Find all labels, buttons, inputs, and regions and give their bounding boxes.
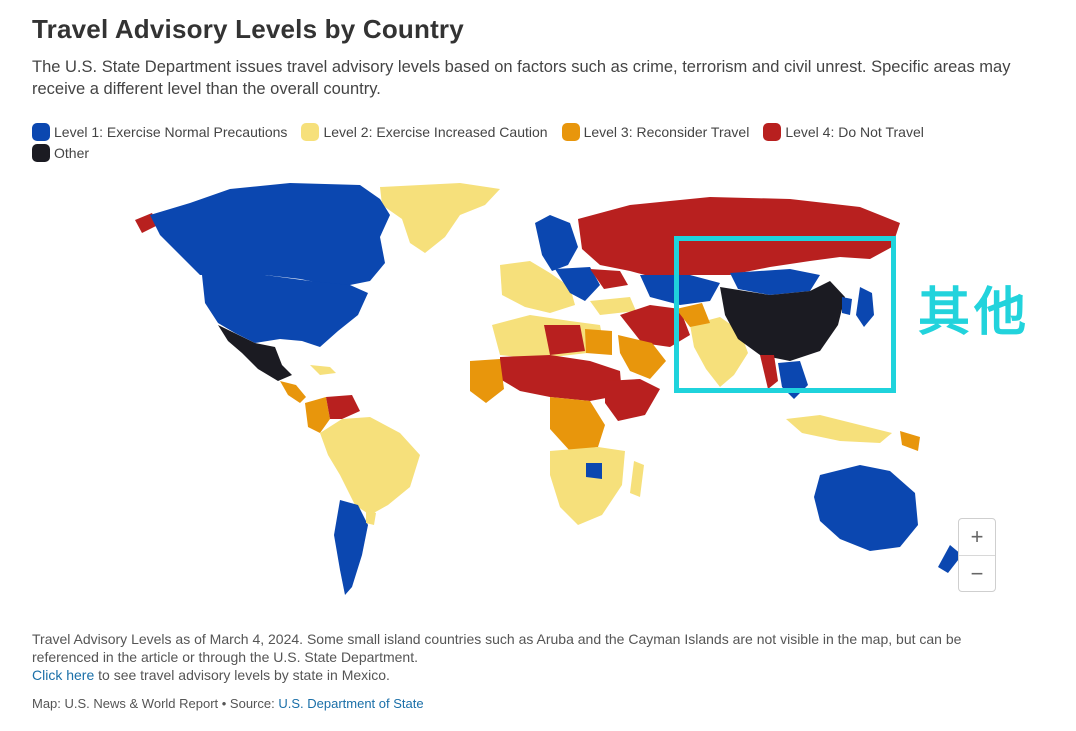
region-korea[interactable] — [842, 297, 852, 315]
annotation-label: 其他 — [918, 283, 1031, 343]
region-new-zealand[interactable] — [938, 545, 962, 573]
region-venezuela[interactable] — [326, 395, 360, 419]
region-japan[interactable] — [856, 287, 874, 327]
region-usa[interactable] — [202, 275, 368, 347]
mexico-state-link[interactable]: Click here — [32, 667, 95, 683]
legend-item-level-1[interactable]: Level 1: Exercise Normal Precautions — [32, 122, 288, 141]
region-madagascar[interactable] — [630, 461, 644, 497]
region-scandinavia[interactable] — [535, 215, 578, 271]
map-credit: Map: U.S. News & World Report • Source: … — [32, 696, 424, 711]
region-southern-africa[interactable] — [550, 447, 625, 525]
legend-swatch-level-4 — [763, 122, 782, 141]
page-title: Travel Advisory Levels by Country — [32, 14, 464, 44]
region-colombia[interactable] — [305, 397, 330, 433]
legend-item-other[interactable]: Other — [32, 143, 90, 162]
legend-label-level-3: Level 3: Reconsider Travel — [583, 123, 750, 140]
region-turkey[interactable] — [590, 297, 636, 315]
annotation-highlight-box — [674, 236, 896, 393]
region-indonesia[interactable] — [786, 415, 892, 443]
region-argentina[interactable] — [334, 500, 368, 595]
legend-swatch-level-1 — [32, 122, 50, 141]
legend-swatch-level-2 — [301, 122, 320, 141]
footnote-text: Travel Advisory Levels as of March 4, 20… — [32, 631, 962, 665]
region-australia[interactable] — [814, 465, 918, 551]
region-central-america[interactable] — [280, 381, 306, 403]
source-link[interactable]: U.S. Department of State — [278, 696, 424, 711]
zoom-control: + − — [958, 518, 996, 592]
region-greenland[interactable] — [380, 183, 500, 253]
region-kazakhstan[interactable] — [640, 275, 720, 305]
region-ukraine[interactable] — [590, 269, 628, 289]
region-mexico[interactable] — [218, 325, 292, 381]
region-saudi-arabia[interactable] — [618, 335, 666, 379]
region-middle-east[interactable] — [620, 305, 690, 347]
footnote: Travel Advisory Levels as of March 4, 20… — [32, 630, 1032, 684]
region-sahel[interactable] — [500, 355, 622, 401]
legend-item-level-3[interactable]: Level 3: Reconsider Travel — [561, 122, 750, 141]
region-botswana[interactable] — [586, 463, 602, 479]
legend-label-level-4: Level 4: Do Not Travel — [785, 123, 924, 140]
region-pakistan[interactable] — [676, 303, 710, 327]
legend-label-level-2: Level 2: Exercise Increased Caution — [323, 123, 548, 140]
region-western-europe[interactable] — [500, 261, 575, 313]
page-subtitle: The U.S. State Department issues travel … — [32, 58, 1011, 98]
legend: Level 1: Exercise Normal Precautions Lev… — [32, 121, 1032, 163]
footnote-link-suffix: to see travel advisory levels by state i… — [94, 667, 390, 683]
credit-prefix: Map: U.S. News & World Report • Source: — [32, 696, 279, 711]
region-south-america[interactable] — [320, 417, 420, 515]
region-west-africa[interactable] — [470, 359, 504, 403]
region-libya[interactable] — [544, 325, 585, 355]
region-papua-new-guinea[interactable] — [900, 431, 920, 451]
region-caribbean[interactable] — [310, 365, 336, 375]
region-eastern-europe[interactable] — [555, 267, 600, 301]
region-mongolia[interactable] — [730, 269, 820, 295]
legend-item-level-4[interactable]: Level 4: Do Not Travel — [763, 122, 924, 141]
region-egypt[interactable] — [585, 329, 612, 355]
region-china[interactable] — [720, 281, 845, 361]
region-central-africa[interactable] — [550, 397, 605, 451]
region-uruguay[interactable] — [366, 509, 376, 525]
legend-item-level-2[interactable]: Level 2: Exercise Increased Caution — [301, 122, 548, 141]
legend-label-level-1: Level 1: Exercise Normal Precautions — [54, 123, 288, 140]
region-myanmar[interactable] — [760, 355, 778, 389]
legend-swatch-other — [32, 143, 50, 162]
legend-label-other: Other — [54, 144, 90, 161]
zoom-out-button[interactable]: − — [959, 555, 995, 591]
region-india[interactable] — [690, 317, 748, 387]
region-east-africa[interactable] — [605, 379, 660, 421]
legend-swatch-level-3 — [561, 122, 580, 141]
zoom-in-button[interactable]: + — [970, 524, 984, 549]
region-canada[interactable] — [150, 183, 390, 287]
